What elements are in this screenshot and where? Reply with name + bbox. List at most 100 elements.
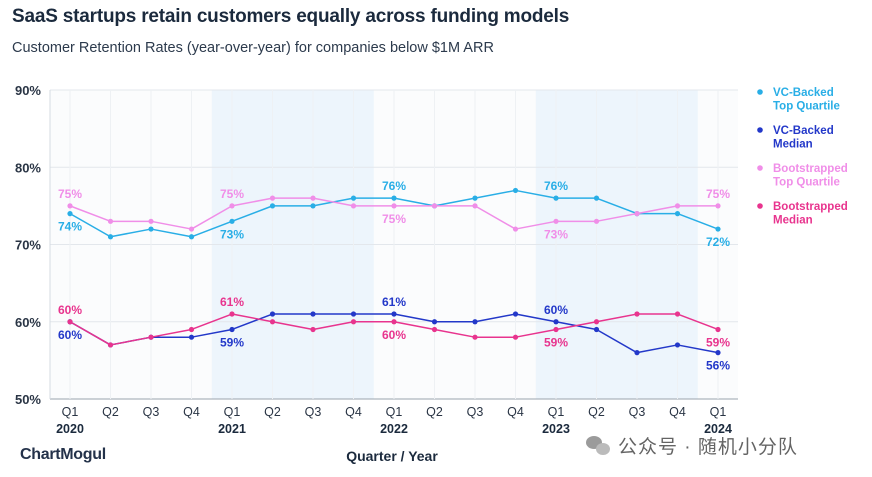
data-point [107, 234, 114, 240]
data-label: 72% [706, 235, 730, 249]
data-point [350, 319, 357, 325]
data-point [310, 326, 316, 333]
watermark-text: 公众号 · 随机小分队 [618, 437, 798, 458]
legend-label: VC-Backed [773, 87, 834, 99]
data-point [634, 311, 640, 317]
y-tick-label: 60% [15, 315, 41, 330]
data-label: 75% [382, 212, 406, 226]
x-tick-label: Q3 [629, 405, 646, 419]
data-point [512, 226, 519, 232]
chart-title: SaaS startups retain customers equally a… [12, 6, 570, 27]
data-label: 75% [58, 187, 82, 201]
legend-label: Median [773, 215, 813, 227]
x-axis-label: Quarter / Year [346, 448, 438, 464]
x-tick-label: Q4 [507, 405, 524, 419]
legend-marker [757, 165, 763, 171]
data-point [391, 319, 397, 325]
x-tick-label: Q1 [710, 405, 727, 419]
legend-label: Bootstrapped [773, 163, 848, 175]
data-point [715, 226, 721, 232]
y-tick-label: 90% [15, 83, 41, 98]
x-tick-label: Q1 [224, 405, 241, 419]
data-point [188, 334, 195, 340]
x-tick-label: Q4 [669, 405, 686, 419]
data-point [593, 319, 600, 325]
data-point [472, 334, 478, 340]
data-point [229, 218, 235, 224]
data-point [553, 319, 559, 325]
x-tick-label: Q1 [548, 405, 565, 419]
data-point [269, 203, 276, 209]
data-point [391, 311, 397, 317]
x-tick-label: Q1 [386, 405, 403, 419]
data-point [269, 319, 276, 325]
data-point [269, 311, 276, 317]
x-tick-label: Q3 [143, 405, 160, 419]
chart-subtitle: Customer Retention Rates (year-over-year… [12, 40, 494, 56]
legend-marker [757, 127, 763, 133]
data-point [715, 326, 721, 333]
x-tick-label: Q4 [183, 405, 200, 419]
data-label: 76% [544, 179, 568, 193]
y-tick-label: 70% [15, 238, 41, 253]
data-point [674, 311, 681, 317]
data-point [593, 326, 600, 333]
data-label: 73% [220, 227, 244, 241]
data-point [715, 203, 721, 209]
data-label: 75% [220, 187, 244, 201]
x-tick-label: Q2 [102, 405, 119, 419]
data-label: 76% [382, 179, 406, 193]
data-point [188, 234, 195, 240]
x-tick-label: Q1 [62, 405, 79, 419]
data-point [188, 326, 195, 333]
x-tick-label: Q2 [264, 405, 281, 419]
data-point [715, 350, 721, 356]
data-label: 60% [58, 328, 82, 342]
data-point [431, 326, 438, 333]
data-point [593, 218, 600, 224]
y-tick-label: 80% [15, 160, 41, 175]
axes: 50% 60% 70% 80% 90% Q1 Q2 Q3 Q4 Q1 Q2 Q3 Q4 Q1 Q2 Q3 Q4 Q… [15, 83, 732, 436]
data-point [107, 342, 114, 348]
data-point [512, 311, 519, 317]
data-label: 61% [382, 295, 406, 309]
legend-label: VC-Backed [773, 125, 834, 137]
data-point [431, 203, 438, 209]
data-point [188, 226, 195, 232]
data-label: 61% [220, 295, 244, 309]
data-point [512, 187, 519, 194]
data-point [350, 203, 357, 209]
wechat-icon [586, 435, 612, 457]
data-label: 56% [706, 359, 730, 373]
data-point [472, 319, 478, 325]
legend-label: Top Quartile [773, 101, 840, 113]
x-year-label: 2020 [56, 422, 84, 436]
legend: VC-Backed Top Quartile VC-Backed Median Boot… [757, 87, 848, 227]
data-point [229, 203, 235, 209]
legend-marker [757, 203, 763, 209]
data-label: 75% [706, 187, 730, 201]
data-point [674, 342, 681, 348]
legend-label: Bootstrapped [773, 201, 848, 213]
series-lines [67, 187, 721, 356]
data-point [431, 319, 438, 325]
data-point [674, 211, 681, 217]
data-point [269, 195, 276, 201]
x-tick-label: Q2 [588, 405, 605, 419]
data-point [229, 311, 235, 317]
data-point [350, 311, 357, 317]
data-point [512, 334, 519, 340]
data-point [391, 203, 397, 209]
data-point [229, 326, 235, 333]
data-point [310, 311, 316, 317]
data-point [472, 195, 478, 201]
data-point [67, 211, 73, 217]
x-year-label: 2022 [380, 422, 408, 436]
data-point [67, 203, 73, 209]
data-point [148, 334, 154, 340]
x-tick-label: Q2 [426, 405, 443, 419]
data-point [674, 203, 681, 209]
data-labels: 74% 73% 76% 76% 72% 60% 59% 61% 60% 56% 75% 75% 75% 7… [58, 179, 730, 373]
data-point [67, 319, 73, 325]
